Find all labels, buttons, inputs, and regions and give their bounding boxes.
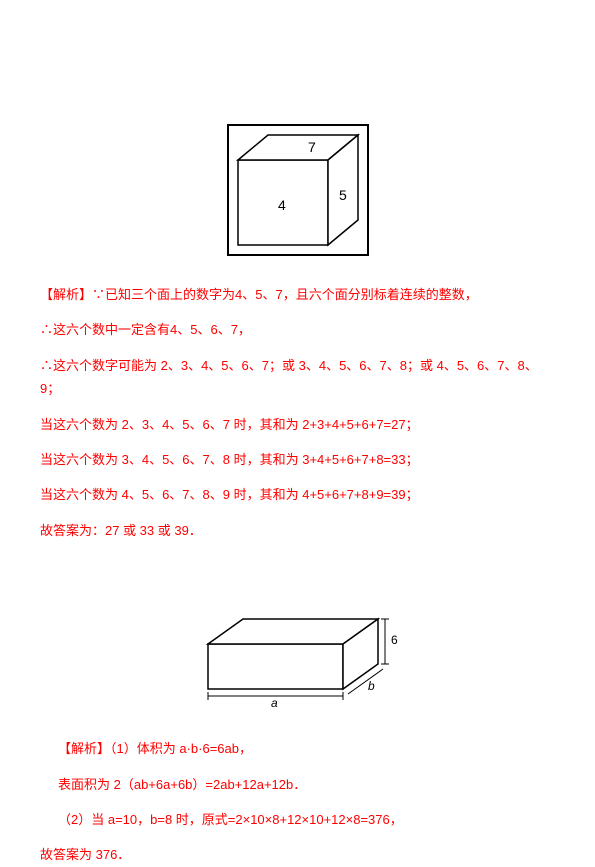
analysis-label-2: 【解析】 bbox=[58, 741, 110, 756]
p1-line3: ∴这六个数字可能为 2、3、4、5、6、7；或 3、4、5、6、7、8；或 4、… bbox=[40, 354, 555, 401]
analysis-label: 【解析】 bbox=[40, 287, 92, 302]
p1-line1: ∵已知三个面上的数字为4、5、7，且六个面分别标着连续的整数， bbox=[92, 287, 478, 302]
box-label-b: b bbox=[368, 679, 375, 693]
p2-line1: （1）体积为 a·b·6=6ab， bbox=[110, 741, 252, 756]
cube-right-label: 5 bbox=[339, 187, 347, 203]
p1-line6: 当这六个数为 4、5、6、7、8、9 时，其和为 4+5+6+7+8+9=39； bbox=[40, 483, 555, 506]
cube-front-label: 4 bbox=[278, 197, 286, 213]
box-svg: a b 6 bbox=[188, 604, 408, 714]
p2-analysis: 【解析】（1）体积为 a·b·6=6ab， bbox=[40, 737, 555, 760]
cube-figure: 7 5 4 bbox=[40, 110, 555, 263]
cube-top-label: 7 bbox=[308, 139, 316, 155]
p2-line2: 表面积为 2（ab+6a+6b）=2ab+12a+12b． bbox=[40, 773, 555, 796]
p1-line4: 当这六个数为 2、3、4、5、6、7 时，其和为 2+3+4+5+6+7=27； bbox=[40, 413, 555, 436]
cube-svg: 7 5 4 bbox=[213, 110, 383, 260]
p1-line5: 当这六个数为 3、4、5、6、7、8 时，其和为 3+4+5+6+7+8=33； bbox=[40, 448, 555, 471]
p2-line3: （2）当 a=10，b=8 时，原式=2×10×8+12×10+12×8=376… bbox=[40, 808, 555, 831]
box-label-6: 6 bbox=[391, 633, 398, 647]
box-figure: a b 6 bbox=[40, 604, 555, 717]
p1-analysis: 【解析】∵已知三个面上的数字为4、5、7，且六个面分别标着连续的整数， bbox=[40, 283, 555, 306]
p1-line7: 故答案为：27 或 33 或 39． bbox=[40, 519, 555, 542]
p2-line4: 故答案为 376． bbox=[40, 843, 555, 866]
p1-line2: ∴这六个数中一定含有4、5、6、7， bbox=[40, 318, 555, 341]
box-label-a: a bbox=[271, 696, 278, 710]
